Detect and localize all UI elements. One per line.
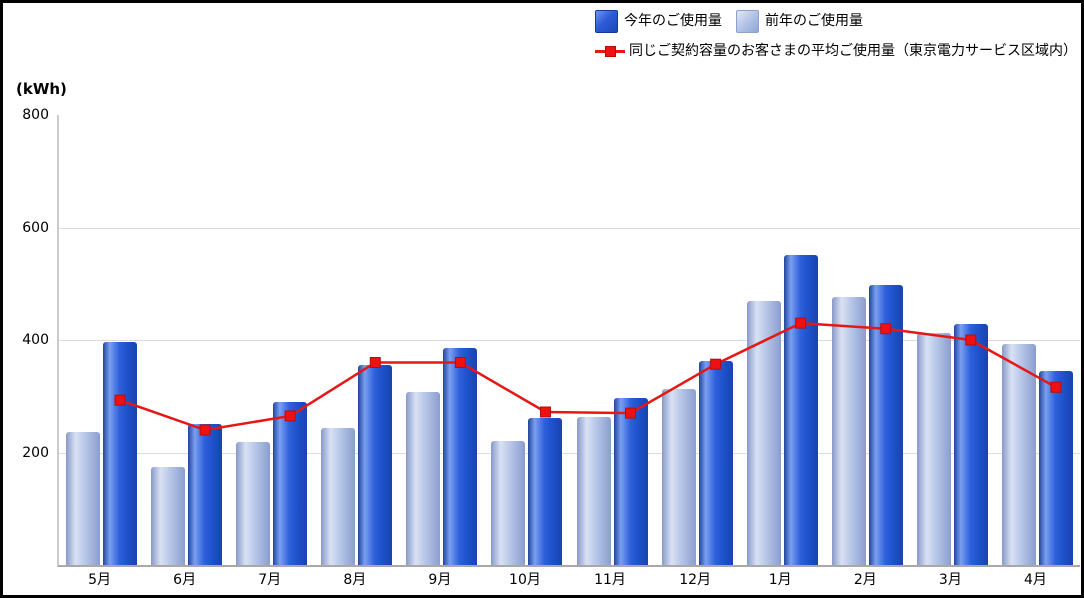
bar-prev-year-4月 — [1001, 343, 1036, 565]
bar-prev-year-8月 — [321, 428, 356, 565]
average-line-icon — [595, 45, 625, 57]
average-marker — [539, 406, 551, 418]
x-tick-label: 12月 — [679, 572, 712, 588]
bar-this-year-4月 — [1038, 370, 1073, 565]
bar-this-year-11月 — [613, 397, 648, 565]
y-tick-label: 800 — [22, 107, 49, 123]
x-tick-label: 2月 — [853, 572, 877, 588]
y-tick-label: 600 — [22, 219, 49, 236]
x-tick-label: 4月 — [1023, 572, 1047, 588]
legend-this-year-label: 今年のご使用量 — [624, 13, 722, 29]
bar-this-year-10月 — [528, 417, 563, 565]
y-tick-label: 400 — [22, 332, 49, 348]
y-tick-label: 200 — [22, 444, 49, 461]
legend-prev-year-label: 前年のご使用量 — [765, 13, 863, 29]
x-tick-label: 7月 — [258, 572, 282, 588]
bar-this-year-8月 — [358, 365, 393, 565]
x-tick-label: 5月 — [88, 572, 111, 588]
x-tick-label: 11月 — [594, 572, 626, 588]
bar-this-year-6月 — [188, 424, 223, 565]
bar-prev-year-6月 — [151, 466, 186, 565]
bar-prev-year-5月 — [66, 431, 101, 565]
legend-row-bars: 今年のご使用量 前年のご使用量 — [595, 8, 1077, 34]
bar-prev-year-10月 — [491, 441, 526, 565]
bar-this-year-3月 — [953, 323, 988, 565]
x-tick-label: 3月 — [938, 572, 962, 588]
bar-prev-year-2月 — [831, 296, 866, 565]
bar-prev-year-11月 — [576, 416, 611, 565]
bar-this-year-5月 — [103, 341, 138, 565]
legend-row-average: 同じご契約容量のお客さまの平均ご使用量（東京電力サービス区域内） — [595, 38, 1077, 64]
gridline-600 — [59, 227, 1080, 229]
prev-year-swatch — [736, 9, 759, 33]
legend-average-label: 同じご契約容量のお客さまの平均ご使用量（東京電力サービス区域内） — [629, 43, 1077, 59]
plot-area — [57, 115, 1080, 567]
x-tick-label: 1月 — [768, 572, 792, 588]
gridline-200 — [59, 452, 1080, 454]
bar-prev-year-12月 — [661, 388, 696, 565]
x-tick-label: 9月 — [428, 572, 452, 588]
bar-this-year-9月 — [443, 347, 478, 565]
bar-this-year-2月 — [868, 284, 903, 565]
bar-prev-year-1月 — [746, 300, 781, 565]
this-year-swatch — [595, 9, 618, 33]
bar-prev-year-7月 — [236, 442, 271, 565]
y-axis-unit-label: (kWh) — [16, 80, 67, 98]
x-tick-label: 6月 — [173, 572, 197, 588]
legend: 今年のご使用量 前年のご使用量 同じご契約容量のお客さまの平均ご使用量（東京電力… — [595, 8, 1077, 64]
bar-this-year-7月 — [273, 401, 308, 565]
x-tick-label: 10月 — [509, 572, 541, 588]
x-tick-label: 8月 — [343, 572, 367, 588]
bar-this-year-12月 — [698, 361, 733, 565]
bar-this-year-1月 — [783, 255, 818, 565]
bar-prev-year-9月 — [406, 391, 441, 565]
bar-prev-year-3月 — [916, 333, 951, 565]
